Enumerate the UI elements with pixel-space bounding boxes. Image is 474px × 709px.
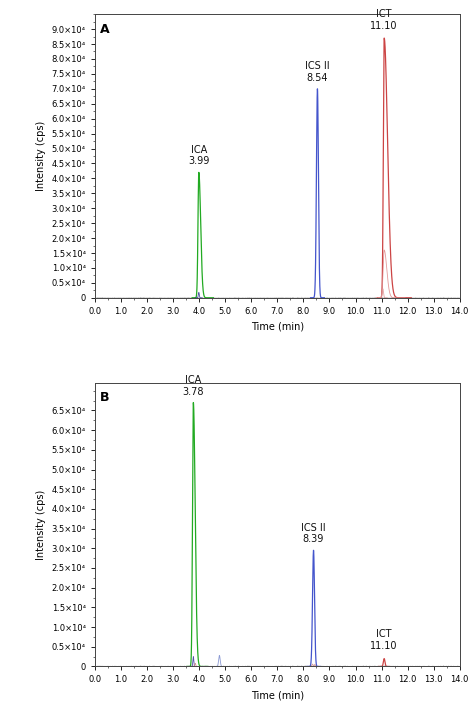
- X-axis label: Time (min): Time (min): [251, 690, 304, 700]
- Y-axis label: Intensity (cps): Intensity (cps): [36, 489, 46, 560]
- Text: ICA
3.78: ICA 3.78: [182, 375, 204, 396]
- Text: ICA
3.99: ICA 3.99: [188, 145, 210, 167]
- Text: ICT
11.10: ICT 11.10: [370, 9, 398, 30]
- X-axis label: Time (min): Time (min): [251, 321, 304, 331]
- Text: A: A: [100, 23, 110, 35]
- Y-axis label: Intensity (cps): Intensity (cps): [36, 121, 46, 191]
- Text: ICS II
8.39: ICS II 8.39: [301, 523, 326, 545]
- Text: ICS II
8.54: ICS II 8.54: [305, 61, 330, 83]
- Text: B: B: [100, 391, 110, 404]
- Text: ICT
11.10: ICT 11.10: [370, 629, 398, 651]
